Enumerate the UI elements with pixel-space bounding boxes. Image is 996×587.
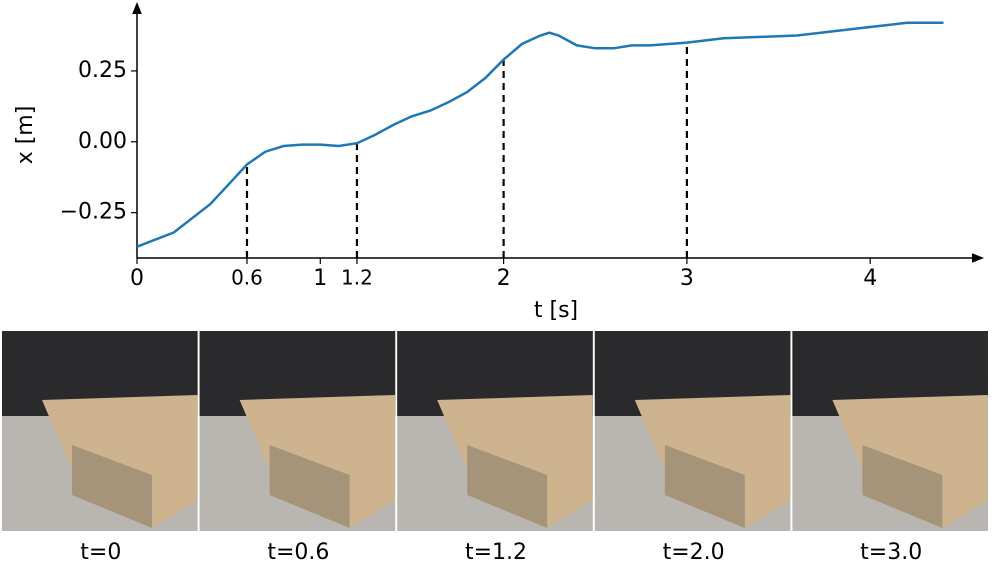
- y-axis-label: x [m]: [13, 106, 38, 165]
- y-tick-label: −0.25: [60, 200, 127, 225]
- photo-frame: t=2.0: [594, 331, 791, 565]
- frame-caption: t=3.0: [860, 540, 922, 565]
- y-tick-label: 0.00: [78, 129, 127, 154]
- photo-box: [634, 395, 791, 528]
- photo-box-side: [72, 445, 152, 528]
- photo-box-side: [467, 445, 548, 528]
- photo-box: [437, 395, 593, 528]
- frame-caption: t=0.6: [267, 540, 329, 565]
- photo-frame: t=0.6: [199, 331, 396, 565]
- photo-box: [832, 395, 988, 528]
- x-tick-label: 0.6: [231, 266, 263, 290]
- photo-box: [239, 395, 396, 528]
- photo-box-side: [664, 445, 745, 528]
- x-tick-label: 0: [130, 266, 144, 291]
- x-tick-label: 1: [313, 266, 327, 291]
- photo-box-side: [862, 445, 943, 528]
- x-axis-label: t [s]: [534, 298, 578, 323]
- photo-box: [42, 395, 198, 528]
- x-tick-label: 2: [497, 266, 511, 291]
- data-line: [136, 21, 944, 248]
- photo-strip: t=0 t=0.6 t=1.2 t=2.0 t=3.0: [2, 331, 988, 565]
- photo-frame: t=3.0: [792, 331, 988, 565]
- frame-caption: t=0: [80, 540, 121, 565]
- x-tick-label: 3: [680, 266, 694, 291]
- frame-caption: t=2.0: [663, 540, 725, 565]
- photo-frame: t=0: [2, 331, 198, 565]
- x-tick-label: 4: [863, 266, 877, 291]
- frame-caption: t=1.2: [465, 540, 527, 565]
- photo-frame: t=1.2: [397, 331, 593, 565]
- photo-box-side: [269, 445, 350, 528]
- y-tick-label: 0.25: [78, 58, 127, 83]
- x-tick-label: 1.2: [341, 266, 373, 290]
